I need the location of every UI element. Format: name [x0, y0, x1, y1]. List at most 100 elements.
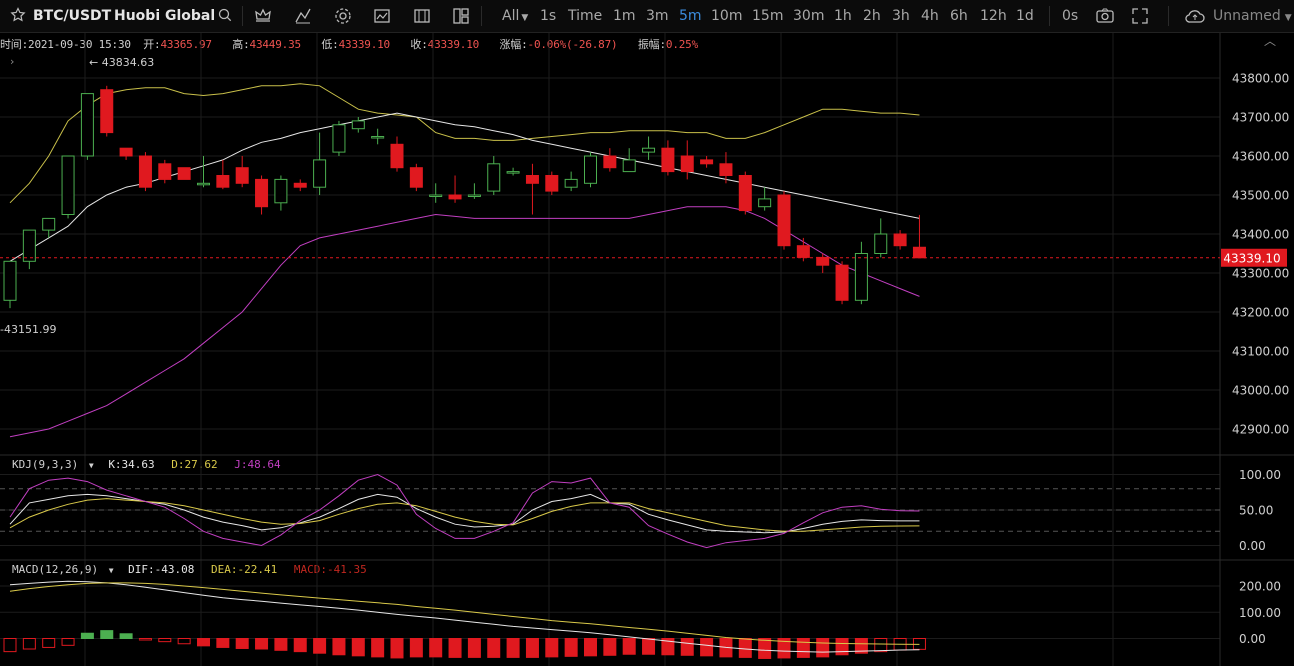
price-tick-label: 43800.00 [1232, 72, 1289, 86]
star-icon[interactable] [10, 0, 26, 32]
kdj-k-line [9, 493, 920, 534]
interval-6h[interactable]: 6h [950, 8, 968, 24]
interval-12h[interactable]: 12h [980, 8, 1007, 24]
interval-1s[interactable]: 1s [540, 8, 557, 24]
macd-hist-bar [80, 632, 94, 639]
macd-hist-bar [893, 638, 907, 651]
candle-body [738, 175, 752, 212]
interval-1m[interactable]: 1m [613, 8, 636, 24]
close-value: 43339.10 [427, 38, 480, 51]
candle-body [487, 163, 501, 192]
interval-Time[interactable]: Time [568, 8, 603, 24]
macd-hist-bar [409, 638, 423, 658]
macd-hist-bar [119, 633, 133, 640]
candle-body [351, 120, 365, 130]
cloud-icon[interactable] [1184, 0, 1206, 32]
close-label: 收: [410, 38, 428, 51]
kdj-legend: KDJ(9,3,3) ▼ K:34.63 D:27.62 J:48.64 [12, 458, 281, 471]
ohlc-info: 时间:2021-09-30 15:30 开:43365.97 高:43449.3… [0, 36, 712, 52]
expand-legend-icon[interactable]: › [10, 55, 15, 68]
candle-body [622, 159, 636, 173]
candle-body [177, 167, 191, 180]
camera-icon[interactable] [1095, 0, 1115, 32]
candle-body [584, 155, 597, 184]
candle-body [138, 155, 152, 188]
macd-dif-value: DIF:-43.08 [128, 563, 195, 576]
candle-body [835, 264, 849, 301]
symbol-label[interactable]: BTC/USDT [33, 8, 112, 24]
collapse-up-icon[interactable]: ︿ [1264, 34, 1277, 48]
candle-body [719, 163, 733, 177]
candle-body [313, 159, 327, 188]
all-label: All [502, 8, 520, 24]
candle-body [661, 147, 675, 173]
chevron-down-icon[interactable]: ▼ [88, 461, 94, 470]
high-label: 高: [232, 38, 250, 51]
toolbar-divider [1049, 6, 1050, 26]
macd-dea-line [9, 582, 920, 645]
price-tick-label: 43200.00 [1232, 306, 1289, 320]
macd-hist-bar [622, 638, 636, 655]
low-label: 低: [321, 38, 339, 51]
price-tick-label: 43500.00 [1232, 189, 1289, 203]
price-tick-label: 43700.00 [1232, 111, 1289, 125]
candle-body [255, 178, 269, 208]
macd-hist-bar [42, 638, 56, 648]
change-value: -0.06%(-26.87) [527, 38, 618, 51]
candle-body [332, 124, 346, 153]
zero-button[interactable]: 0s [1062, 8, 1079, 24]
fullscreen-icon[interactable] [1131, 0, 1149, 32]
macd-hist-bar [274, 638, 288, 651]
interval-3h[interactable]: 3h [892, 8, 910, 24]
layout-name-dropdown[interactable]: Unnamed ▼ [1213, 0, 1292, 32]
macd-hist-bar [138, 638, 152, 641]
candle-body [274, 178, 288, 204]
candle-body [912, 246, 926, 259]
crown-icon[interactable] [254, 0, 272, 32]
macd-dea-value: DEA:-22.41 [211, 563, 278, 576]
candle-body [700, 159, 714, 165]
gear-icon[interactable] [334, 0, 352, 32]
interval-1h[interactable]: 1h [834, 8, 852, 24]
high-marker-label: ← 43834.63 [89, 56, 154, 69]
layout-icon[interactable] [452, 0, 470, 32]
interval-2h[interactable]: 2h [863, 8, 881, 24]
kdj-tick-label: 0.00 [1239, 539, 1266, 553]
candle-body [525, 175, 539, 184]
interval-30m[interactable]: 30m [793, 8, 825, 24]
macd-tick-label: 100.00 [1239, 606, 1281, 620]
interval-15m[interactable]: 15m [752, 8, 784, 24]
chevron-down-icon: ▼ [521, 13, 529, 23]
macd-hist-bar [642, 638, 656, 655]
candle-body [545, 175, 559, 192]
kdj-title: KDJ(9,3,3) [12, 458, 79, 471]
kdj-tick-label: 50.00 [1239, 504, 1273, 518]
time-value: 2021-09-30 15:30 [28, 38, 131, 51]
boll-mid-line [9, 112, 920, 262]
interval-5m[interactable]: 5m [679, 8, 702, 24]
all-interval-dropdown[interactable]: All ▼ [502, 0, 528, 32]
candle-body [506, 171, 520, 174]
macd-hist-bar [216, 638, 230, 648]
macd-hist-bar [351, 638, 365, 657]
template-icon[interactable] [413, 0, 431, 32]
macd-hist-bar [545, 638, 559, 658]
chart-image-icon[interactable] [373, 0, 391, 32]
price-tick-label: 43400.00 [1232, 228, 1289, 242]
search-icon[interactable] [217, 0, 233, 32]
kdj-j-value: J:48.64 [234, 458, 281, 471]
price-tick-label: 43300.00 [1232, 267, 1289, 281]
macd-hist-bar [796, 638, 810, 658]
interval-4h[interactable]: 4h [921, 8, 939, 24]
candle-body [409, 167, 423, 188]
macd-legend: MACD(12,26,9) ▼ DIF:-43.08 DEA:-22.41 MA… [12, 563, 367, 576]
chevron-down-icon[interactable]: ▼ [108, 566, 114, 575]
interval-3m[interactable]: 3m [646, 8, 669, 24]
indicator-icon[interactable] [294, 0, 312, 32]
interval-1d[interactable]: 1d [1016, 8, 1034, 24]
macd-hist-bar [448, 638, 462, 658]
interval-10m[interactable]: 10m [711, 8, 743, 24]
candle-body [42, 217, 56, 231]
kdj-d-line [9, 498, 920, 532]
macd-hist-bar [525, 638, 539, 658]
